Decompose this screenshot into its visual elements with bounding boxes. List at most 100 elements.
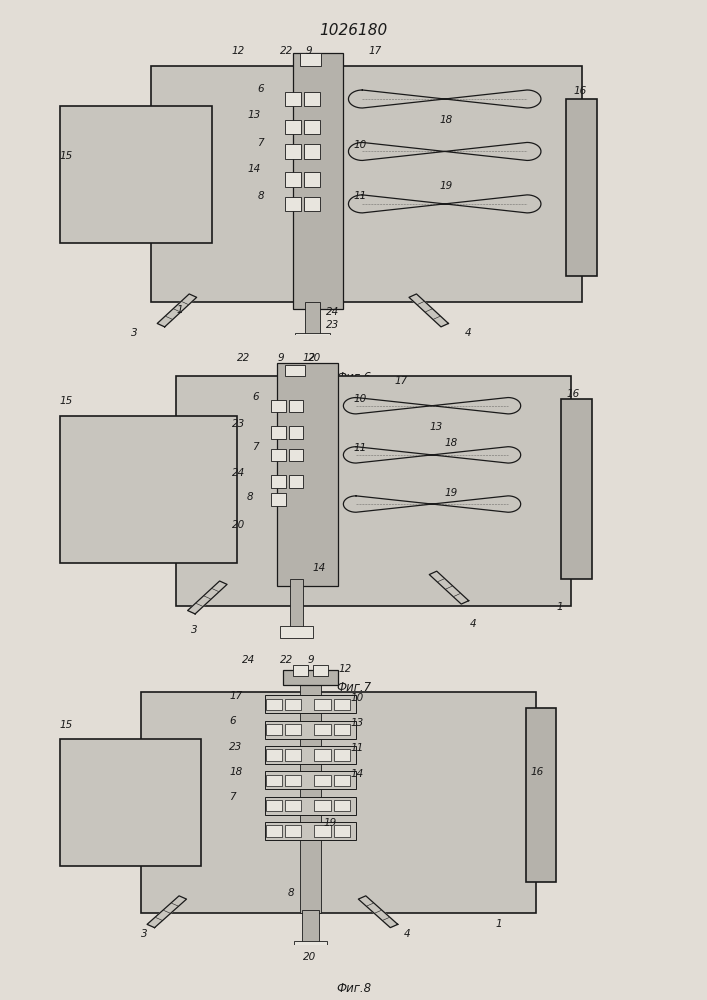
- Text: 14: 14: [351, 769, 364, 779]
- Bar: [265, 746, 356, 764]
- Polygon shape: [429, 571, 469, 604]
- Bar: [176, 376, 571, 606]
- Bar: [141, 692, 536, 913]
- Bar: [300, 676, 320, 913]
- Bar: [315, 775, 331, 786]
- Text: 8: 8: [257, 191, 264, 201]
- Polygon shape: [349, 90, 541, 108]
- Text: 19: 19: [445, 488, 458, 498]
- Text: 15: 15: [59, 396, 73, 406]
- Bar: [293, 53, 344, 309]
- Text: 14: 14: [313, 563, 326, 573]
- Text: 13: 13: [247, 110, 260, 120]
- Text: 9: 9: [305, 46, 312, 56]
- Bar: [304, 144, 320, 159]
- Text: 7: 7: [252, 442, 259, 452]
- Text: 11: 11: [351, 743, 364, 753]
- Bar: [285, 699, 301, 710]
- Text: 15: 15: [59, 720, 73, 730]
- Bar: [59, 739, 201, 866]
- Bar: [266, 724, 282, 735]
- Bar: [285, 120, 301, 134]
- Text: 17: 17: [394, 376, 407, 386]
- Bar: [283, 670, 339, 685]
- Text: 14: 14: [247, 164, 260, 174]
- Polygon shape: [147, 896, 187, 928]
- Bar: [285, 197, 301, 211]
- Text: 12: 12: [339, 664, 351, 674]
- Bar: [315, 825, 331, 837]
- Bar: [271, 400, 286, 412]
- Text: 13: 13: [430, 422, 443, 432]
- Text: 20: 20: [303, 952, 316, 962]
- Text: 16: 16: [574, 86, 587, 96]
- Polygon shape: [187, 581, 227, 614]
- Bar: [266, 775, 282, 786]
- Polygon shape: [157, 294, 197, 327]
- Bar: [315, 749, 331, 761]
- Text: 8: 8: [247, 492, 254, 502]
- Text: 8: 8: [288, 888, 294, 898]
- Text: 3: 3: [131, 328, 137, 338]
- Text: 18: 18: [229, 767, 243, 777]
- Text: 23: 23: [326, 320, 339, 330]
- Bar: [334, 825, 350, 837]
- Bar: [288, 426, 303, 439]
- Bar: [302, 910, 319, 942]
- Polygon shape: [349, 195, 541, 213]
- Bar: [271, 426, 286, 439]
- Bar: [265, 797, 356, 815]
- Text: 7: 7: [229, 793, 236, 802]
- Bar: [277, 363, 339, 586]
- Text: 3: 3: [192, 625, 198, 635]
- Bar: [271, 493, 286, 506]
- Text: 4: 4: [465, 328, 472, 338]
- Bar: [334, 699, 350, 710]
- Bar: [305, 302, 320, 335]
- Text: 1026180: 1026180: [320, 23, 387, 38]
- Bar: [288, 400, 303, 412]
- Text: 12: 12: [232, 46, 245, 56]
- Text: 10: 10: [354, 140, 367, 150]
- Bar: [265, 695, 356, 713]
- Text: 1: 1: [496, 919, 502, 929]
- Bar: [334, 724, 350, 735]
- Text: 24: 24: [326, 307, 339, 317]
- Bar: [526, 708, 556, 882]
- Bar: [266, 825, 282, 837]
- Text: 19: 19: [323, 818, 337, 828]
- Text: 23: 23: [232, 419, 245, 429]
- Text: 15: 15: [59, 151, 73, 161]
- Text: 19: 19: [440, 181, 453, 191]
- Bar: [271, 475, 286, 488]
- Text: 9: 9: [308, 655, 315, 665]
- Text: 24: 24: [242, 655, 255, 665]
- Text: 17: 17: [369, 46, 382, 56]
- Bar: [266, 699, 282, 710]
- Bar: [293, 941, 327, 953]
- Text: 4: 4: [404, 929, 411, 939]
- Text: Фиг.8: Фиг.8: [336, 982, 371, 995]
- Bar: [303, 346, 317, 359]
- Bar: [285, 825, 301, 837]
- Bar: [285, 724, 301, 735]
- Text: 7: 7: [257, 138, 264, 148]
- Bar: [59, 106, 211, 243]
- Bar: [285, 775, 301, 786]
- Text: 17: 17: [229, 691, 243, 701]
- Text: 13: 13: [351, 718, 364, 728]
- Bar: [285, 749, 301, 761]
- Bar: [265, 721, 356, 739]
- Bar: [290, 579, 303, 629]
- Polygon shape: [344, 398, 520, 414]
- Text: 10: 10: [351, 693, 364, 703]
- Text: Фиг.6: Фиг.6: [336, 371, 371, 384]
- Bar: [315, 699, 331, 710]
- Bar: [304, 197, 320, 211]
- Bar: [334, 775, 350, 786]
- Bar: [313, 665, 328, 676]
- Text: 18: 18: [445, 438, 458, 448]
- Bar: [285, 365, 305, 376]
- Text: 10: 10: [354, 394, 367, 404]
- Text: 20: 20: [232, 520, 245, 530]
